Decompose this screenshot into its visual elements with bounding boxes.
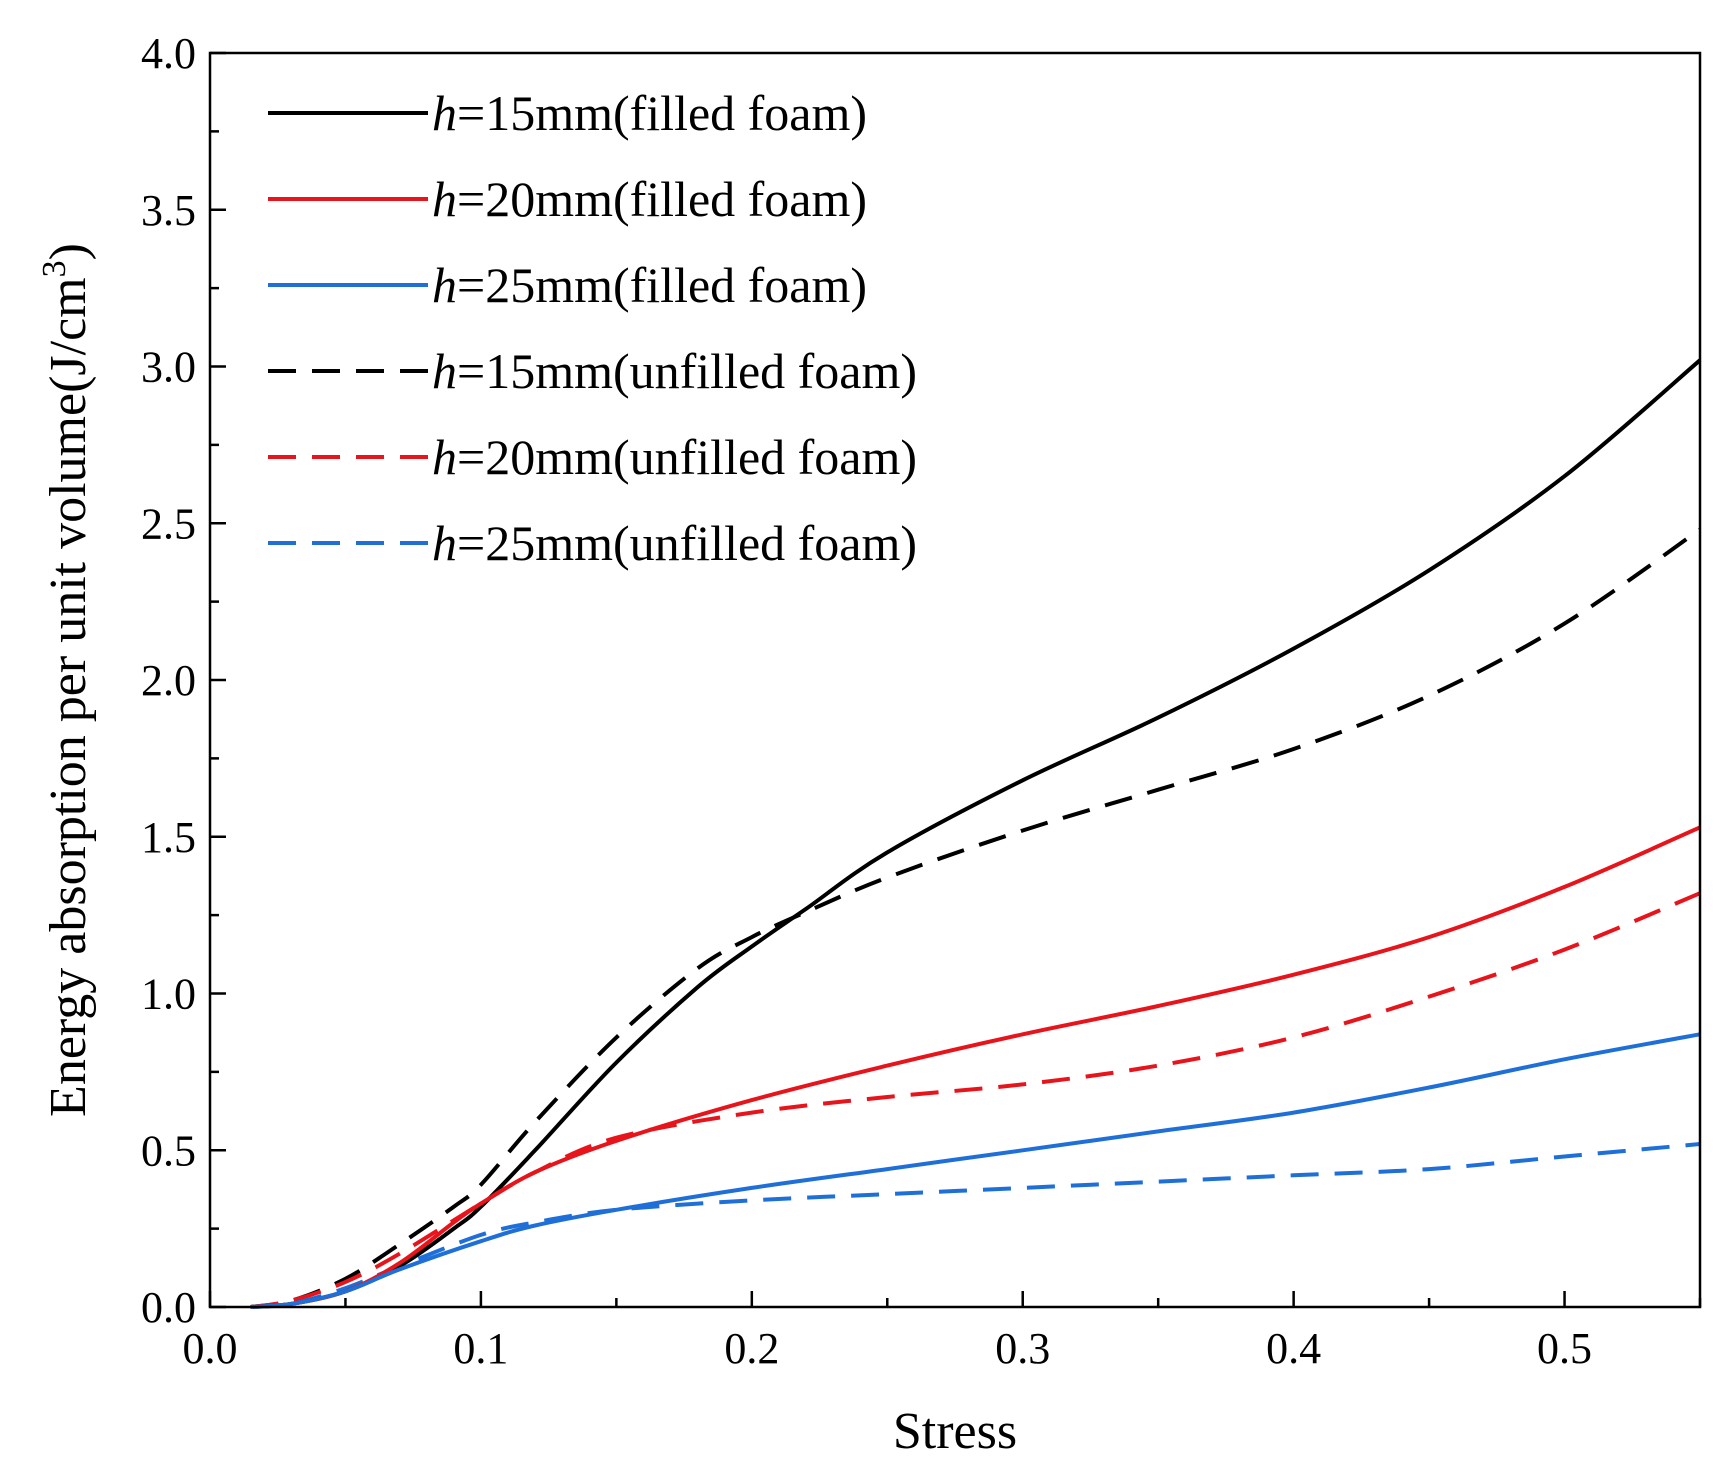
legend-label-variable: h: [432, 515, 457, 571]
legend-label: h=25mm(filled foam): [432, 257, 867, 313]
axis-ticks: [208, 51, 1702, 1309]
x-tick-labels: 0.0 0.1 0.2 0.3 0.4 0.5: [183, 1324, 1593, 1373]
y-tick-label: 0.0: [141, 1283, 196, 1332]
legend-label-variable: h: [432, 171, 457, 227]
plot-frame: [208, 51, 1702, 1309]
legend-label-variable: h: [432, 343, 457, 399]
y-axis-title-close: ): [40, 243, 97, 260]
y-tick-label: 1.0: [141, 970, 196, 1019]
x-tick-label: 0.2: [724, 1324, 779, 1373]
series-line-6: [250, 1142, 1701, 1309]
y-tick-label: 1.5: [141, 813, 196, 862]
y-tick-label: 2.0: [141, 656, 196, 705]
y-tick-label: 4.0: [141, 29, 196, 78]
x-tick-label: 0.0: [183, 1324, 238, 1373]
legend-label-text: =25mm(unfilled foam): [457, 515, 917, 571]
legend-label: h=15mm(unfilled foam): [432, 343, 917, 399]
legend-label-text: =20mm(unfilled foam): [457, 429, 917, 485]
legend-label-text: =15mm(filled foam): [457, 85, 867, 141]
legend-label: h=25mm(unfilled foam): [432, 515, 917, 571]
y-tick-label: 3.5: [141, 186, 196, 235]
y-tick-label: 2.5: [141, 499, 196, 548]
series-line-1: [250, 358, 1702, 1309]
y-tick-label: 0.5: [141, 1126, 196, 1175]
y-axis-title-superscript: 3: [36, 260, 73, 277]
y-tick-labels: 0.0 0.5 1.0 1.5 2.0 2.5 3.0 3.5 4.0: [141, 29, 196, 1332]
x-tick-label: 0.3: [995, 1324, 1050, 1373]
x-tick-label: 0.5: [1537, 1324, 1592, 1373]
plot-lines: [250, 358, 1702, 1309]
legend-label-variable: h: [432, 429, 457, 485]
legend-label-text: =15mm(unfilled foam): [457, 343, 917, 399]
legend-label: h=15mm(filled foam): [432, 85, 867, 141]
legend-label-variable: h: [432, 85, 457, 141]
series-line-2: [250, 825, 1701, 1309]
x-axis-title: Stress: [893, 1403, 1017, 1460]
x-tick-label: 0.1: [453, 1324, 508, 1373]
series-line-4: [250, 527, 1702, 1309]
legend-label: h=20mm(unfilled foam): [432, 429, 917, 485]
x-tick-label: 0.4: [1266, 1324, 1321, 1373]
legend-label-text: =20mm(filled foam): [457, 171, 867, 227]
legend-label-variable: h: [432, 257, 457, 313]
series-line-5: [250, 891, 1701, 1309]
legend-label-text: =25mm(filled foam): [457, 257, 867, 313]
y-axis-title-main: Energy absorption per unit volume(J/cm: [40, 277, 97, 1117]
y-tick-label: 3.0: [141, 343, 196, 392]
y-axis-title: Energy absorption per unit volume(J/cm3): [36, 243, 97, 1117]
series-line-3: [250, 1032, 1701, 1309]
legend-label: h=20mm(filled foam): [432, 171, 867, 227]
legend: h=15mm(filled foam)h=20mm(filled foam)h=…: [268, 85, 917, 571]
